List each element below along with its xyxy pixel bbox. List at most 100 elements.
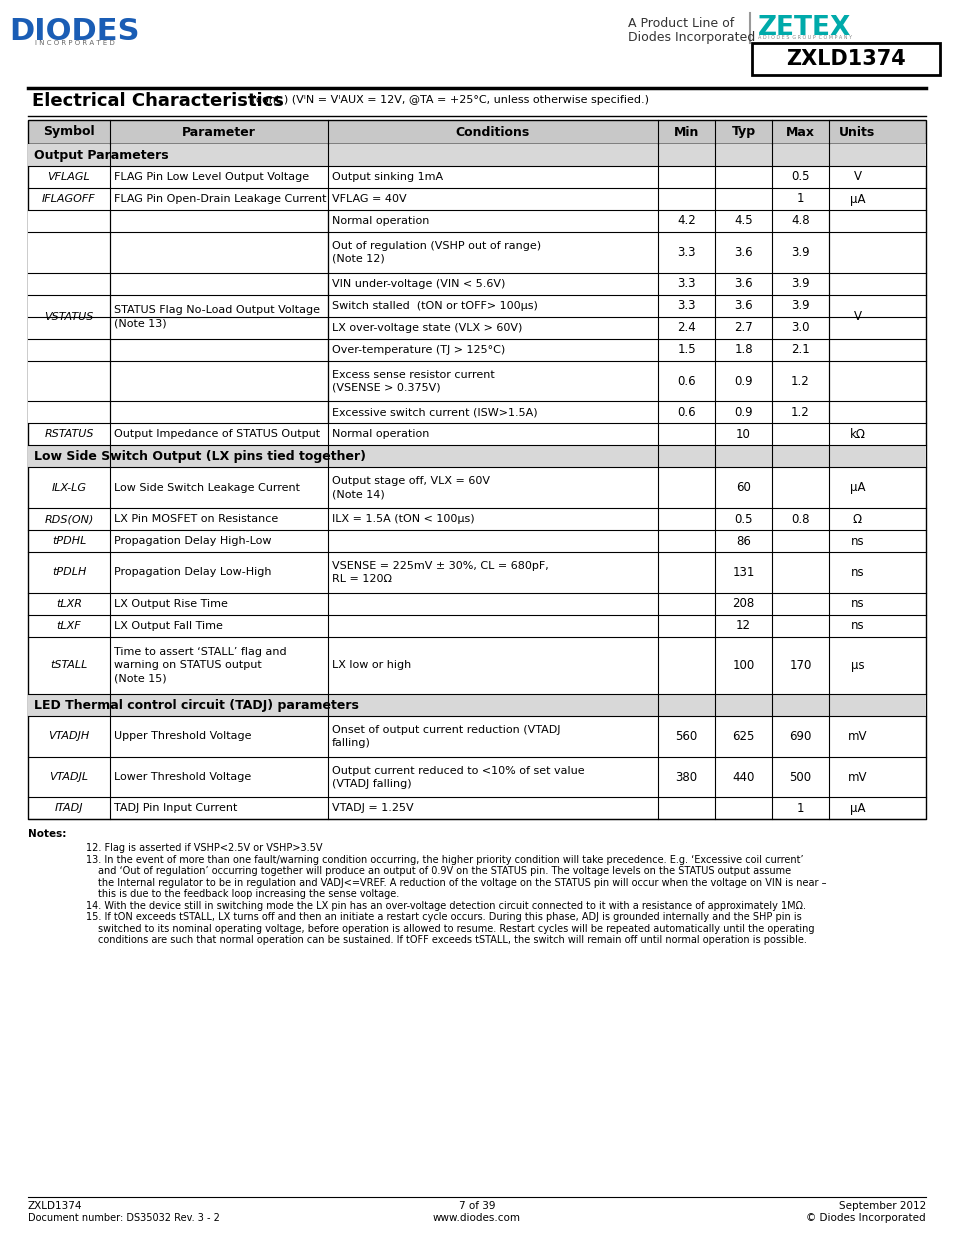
Text: ZXLD1374: ZXLD1374 (785, 49, 905, 69)
Text: 3.6: 3.6 (734, 277, 752, 290)
Text: 131: 131 (732, 566, 754, 579)
Text: 100: 100 (732, 659, 754, 672)
Text: and ‘Out of regulation’ occurring together will produce an output of 0.9V on the: and ‘Out of regulation’ occurring togeth… (98, 867, 790, 877)
Text: 0.8: 0.8 (790, 513, 809, 526)
Text: ITADJ: ITADJ (54, 804, 83, 814)
Bar (28, 120, 925, 144)
Text: the Internal regulator to be in regulation and VADJ<=VREF. A reduction of the vo: the Internal regulator to be in regulati… (98, 878, 825, 888)
Text: Time to assert ‘STALL’ flag and: Time to assert ‘STALL’ flag and (113, 647, 286, 657)
Text: 3.6: 3.6 (734, 299, 752, 312)
Text: V: V (853, 310, 861, 324)
Text: 1.2: 1.2 (790, 374, 809, 388)
Text: Excess sense resistor current: Excess sense resistor current (332, 369, 495, 379)
Text: ILX = 1.5A (tON < 100μs): ILX = 1.5A (tON < 100μs) (332, 514, 475, 524)
Text: 60: 60 (736, 482, 750, 494)
Text: Max: Max (785, 126, 814, 138)
Text: (Note 14): (Note 14) (332, 489, 384, 499)
Text: 1: 1 (796, 193, 803, 205)
Text: 3.3: 3.3 (677, 299, 695, 312)
Text: kΩ: kΩ (848, 427, 864, 441)
Bar (28, 210, 110, 424)
Text: Output stage off, VLX = 60V: Output stage off, VLX = 60V (332, 477, 490, 487)
Text: 13. In the event of more than one fault/warning condition occurring, the higher : 13. In the event of more than one fault/… (86, 855, 802, 864)
Text: (VSENSE > 0.375V): (VSENSE > 0.375V) (332, 383, 440, 393)
Text: Onset of output current reduction (VTADJ: Onset of output current reduction (VTADJ (332, 725, 560, 735)
Text: ns: ns (850, 566, 863, 579)
Text: Upper Threshold Voltage: Upper Threshold Voltage (113, 731, 252, 741)
Text: tSTALL: tSTALL (51, 661, 88, 671)
Text: 4.5: 4.5 (734, 215, 752, 227)
Bar (751, 43, 939, 75)
Bar (28, 446, 925, 467)
Text: (VTADJ falling): (VTADJ falling) (332, 778, 411, 789)
Text: 0.5: 0.5 (734, 513, 752, 526)
Text: 560: 560 (675, 730, 697, 742)
Text: Min: Min (673, 126, 699, 138)
Text: 0.6: 0.6 (677, 406, 695, 419)
Text: 3.3: 3.3 (677, 277, 695, 290)
Text: 1.5: 1.5 (677, 343, 695, 356)
Text: Typ: Typ (731, 126, 755, 138)
Text: Normal operation: Normal operation (332, 430, 429, 440)
Text: Diodes Incorporated: Diodes Incorporated (627, 31, 755, 44)
Text: Document number: DS35032 Rev. 3 - 2: Document number: DS35032 Rev. 3 - 2 (28, 1213, 219, 1223)
Bar (28, 120, 925, 144)
Text: September 2012: September 2012 (838, 1200, 925, 1212)
Text: 440: 440 (732, 771, 754, 783)
Text: VTADJH: VTADJH (49, 731, 90, 741)
Bar (828, 210, 885, 424)
Text: mV: mV (847, 730, 866, 742)
Text: LX Output Fall Time: LX Output Fall Time (113, 621, 223, 631)
Text: 2.4: 2.4 (677, 321, 695, 335)
Text: 1: 1 (796, 802, 803, 815)
Text: 1.2: 1.2 (790, 406, 809, 419)
Text: 380: 380 (675, 771, 697, 783)
Bar (28, 144, 925, 819)
Text: Propagation Delay Low-High: Propagation Delay Low-High (113, 567, 272, 578)
Text: 2.7: 2.7 (734, 321, 752, 335)
Text: VSENSE = 225mV ± 30%, CL = 680pF,: VSENSE = 225mV ± 30%, CL = 680pF, (332, 561, 548, 571)
Text: 1.8: 1.8 (734, 343, 752, 356)
Bar (28, 694, 925, 716)
Text: VFLAG = 40V: VFLAG = 40V (332, 194, 406, 204)
Text: 170: 170 (788, 659, 811, 672)
Text: V: V (853, 170, 861, 184)
Text: 3.9: 3.9 (790, 299, 809, 312)
Text: Conditions: Conditions (456, 126, 530, 138)
Text: RSTATUS: RSTATUS (44, 430, 93, 440)
Text: FLAG Pin Low Level Output Voltage: FLAG Pin Low Level Output Voltage (113, 172, 309, 182)
Text: ns: ns (850, 598, 863, 610)
Text: tPDHL: tPDHL (51, 536, 86, 546)
Text: warning on STATUS output: warning on STATUS output (113, 661, 261, 671)
Text: 3.9: 3.9 (790, 246, 809, 259)
Text: Output Parameters: Output Parameters (34, 148, 169, 162)
Text: Symbol: Symbol (43, 126, 94, 138)
Text: 0.5: 0.5 (790, 170, 809, 184)
Text: Normal operation: Normal operation (332, 216, 429, 226)
Text: ns: ns (850, 619, 863, 632)
Text: LX Output Rise Time: LX Output Rise Time (113, 599, 228, 609)
Text: 7 of 39: 7 of 39 (458, 1200, 495, 1212)
Text: LX Pin MOSFET on Resistance: LX Pin MOSFET on Resistance (113, 514, 278, 524)
Text: VSTATUS: VSTATUS (44, 311, 93, 321)
Text: 86: 86 (736, 535, 750, 547)
Text: μA: μA (849, 802, 864, 815)
Text: conditions are such that normal operation can be sustained. If tOFF exceeds tSTA: conditions are such that normal operatio… (98, 935, 806, 946)
Text: Units: Units (839, 126, 875, 138)
Text: Ω: Ω (852, 513, 862, 526)
Text: A D I O D E S  G R O U P  C O M P A N Y: A D I O D E S G R O U P C O M P A N Y (758, 35, 851, 40)
Bar (28, 144, 925, 165)
Text: μs: μs (850, 659, 863, 672)
Text: A Product Line of: A Product Line of (627, 17, 734, 30)
Text: www.diodes.com: www.diodes.com (433, 1213, 520, 1223)
Text: Propagation Delay High-Low: Propagation Delay High-Low (113, 536, 272, 546)
Text: I N C O R P O R A T E D: I N C O R P O R A T E D (35, 40, 114, 46)
Text: mV: mV (847, 771, 866, 783)
Text: 2.1: 2.1 (790, 343, 809, 356)
Text: Output current reduced to <10% of set value: Output current reduced to <10% of set va… (332, 766, 584, 776)
Text: falling): falling) (332, 737, 371, 748)
Text: tLXR: tLXR (56, 599, 82, 609)
Text: 4.8: 4.8 (790, 215, 809, 227)
Text: (Note 15): (Note 15) (113, 673, 167, 683)
Text: 3.0: 3.0 (790, 321, 809, 335)
